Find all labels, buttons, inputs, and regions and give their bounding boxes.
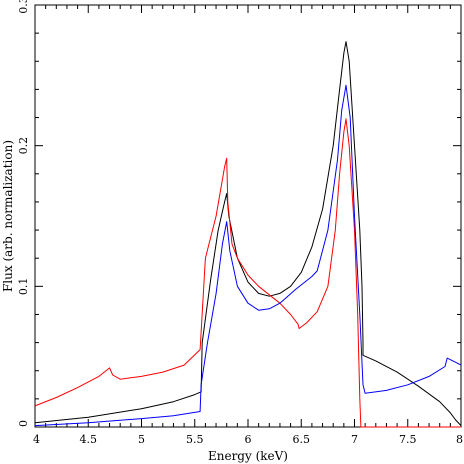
y-tick-label: 0.3 bbox=[17, 0, 30, 14]
plot-frame bbox=[34, 4, 462, 428]
tick-labels: 4 4.5 5 5.5 6 6.5 7 7.5 8 0 0.1 0.2 0.3 bbox=[17, 0, 463, 446]
axis-ticks bbox=[34, 4, 462, 428]
x-tick-label: 6 bbox=[245, 433, 252, 446]
y-tick-label: 0 bbox=[17, 420, 30, 427]
x-tick-label: 5.5 bbox=[186, 433, 204, 446]
y-tick-label: 0.2 bbox=[17, 137, 30, 155]
series-line-0 bbox=[34, 41, 462, 426]
x-tick-label: 7 bbox=[351, 433, 358, 446]
x-tick-label: 7.5 bbox=[399, 433, 417, 446]
x-tick-label: 4 bbox=[33, 433, 40, 446]
series-line-2 bbox=[34, 84, 462, 427]
x-tick-label: 8 bbox=[456, 433, 463, 446]
x-tick-label: 5 bbox=[138, 433, 145, 446]
x-tick-label: 6.5 bbox=[293, 433, 311, 446]
x-tick-label: 4.5 bbox=[80, 433, 98, 446]
y-axis-title: Flux (arb. normalization) bbox=[1, 140, 15, 292]
series-line-1 bbox=[34, 118, 461, 428]
x-axis-title: Energy (keV) bbox=[208, 449, 288, 463]
y-tick-label: 0.1 bbox=[17, 278, 30, 296]
series-layer bbox=[34, 41, 462, 428]
